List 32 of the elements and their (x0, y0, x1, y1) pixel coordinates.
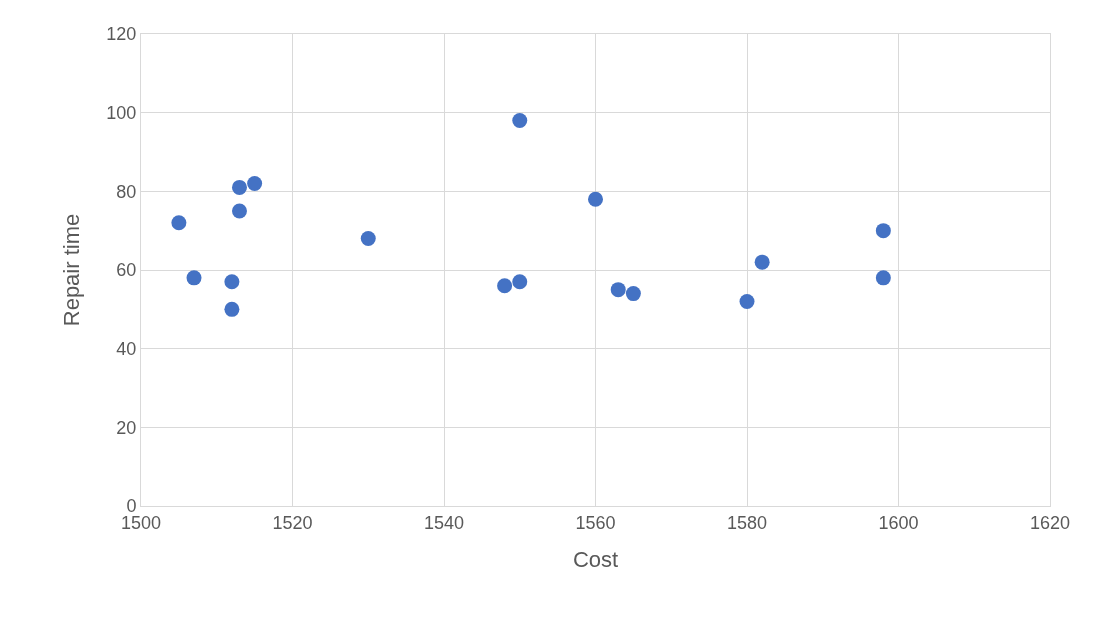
point (512, 113, 528, 129)
point (171, 215, 187, 231)
point (754, 254, 770, 270)
y-tick-label: 80 (116, 181, 137, 202)
point (875, 223, 891, 239)
x-tick-label: 1580 (726, 512, 768, 533)
point (247, 175, 263, 191)
point (497, 278, 513, 294)
point (231, 203, 247, 219)
x-tick-label: 1620 (1029, 512, 1071, 533)
x-axis-title: Cost (572, 547, 619, 573)
point (231, 179, 247, 195)
point (610, 282, 626, 298)
y-axis-title: Repair time (59, 213, 85, 327)
y-tick-label: 60 (116, 260, 137, 281)
x-tick-label: 1600 (878, 512, 919, 533)
point (224, 301, 240, 317)
y-tick-label: 40 (116, 338, 137, 359)
point (625, 286, 641, 302)
x-tick-label: 1520 (272, 512, 313, 533)
y-tick-label: 100 (106, 102, 137, 123)
point (360, 231, 376, 247)
point (512, 274, 528, 290)
x-tick-label: 1540 (423, 512, 465, 533)
point (186, 270, 202, 286)
x-tick-label: 1560 (575, 512, 616, 533)
point (875, 270, 891, 286)
point (588, 191, 603, 207)
point (739, 293, 755, 309)
y-tick-label: 120 (106, 24, 137, 45)
point (224, 274, 240, 290)
y-tick-label: 20 (116, 417, 137, 438)
